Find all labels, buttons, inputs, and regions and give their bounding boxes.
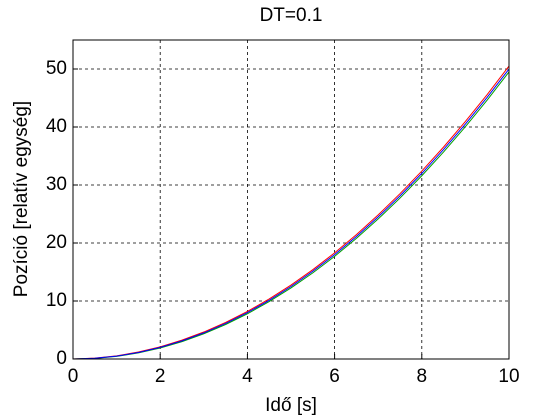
plot-area <box>73 40 509 359</box>
x-tick-label: 2 <box>155 366 166 387</box>
chart-title: DT=0.1 <box>260 5 323 26</box>
x-tick-label: 4 <box>242 366 253 387</box>
y-tick-label: 10 <box>46 290 67 311</box>
y-tick-label: 40 <box>46 116 67 137</box>
axes-box <box>72 39 510 360</box>
y-tick-label: 50 <box>46 58 67 79</box>
y-tick-label: 0 <box>56 348 67 369</box>
y-tick-label: 30 <box>46 174 67 195</box>
x-tick-label: 6 <box>329 366 340 387</box>
x-axis-label: Idő [s] <box>265 395 317 416</box>
x-tick-label: 0 <box>68 366 79 387</box>
y-axis-label: Pozíció [relatív egység] <box>11 101 32 297</box>
x-tick-label: 8 <box>417 366 428 387</box>
y-tick-label: 20 <box>46 232 67 253</box>
x-tick-label: 10 <box>498 366 519 387</box>
series-line <box>72 68 510 360</box>
